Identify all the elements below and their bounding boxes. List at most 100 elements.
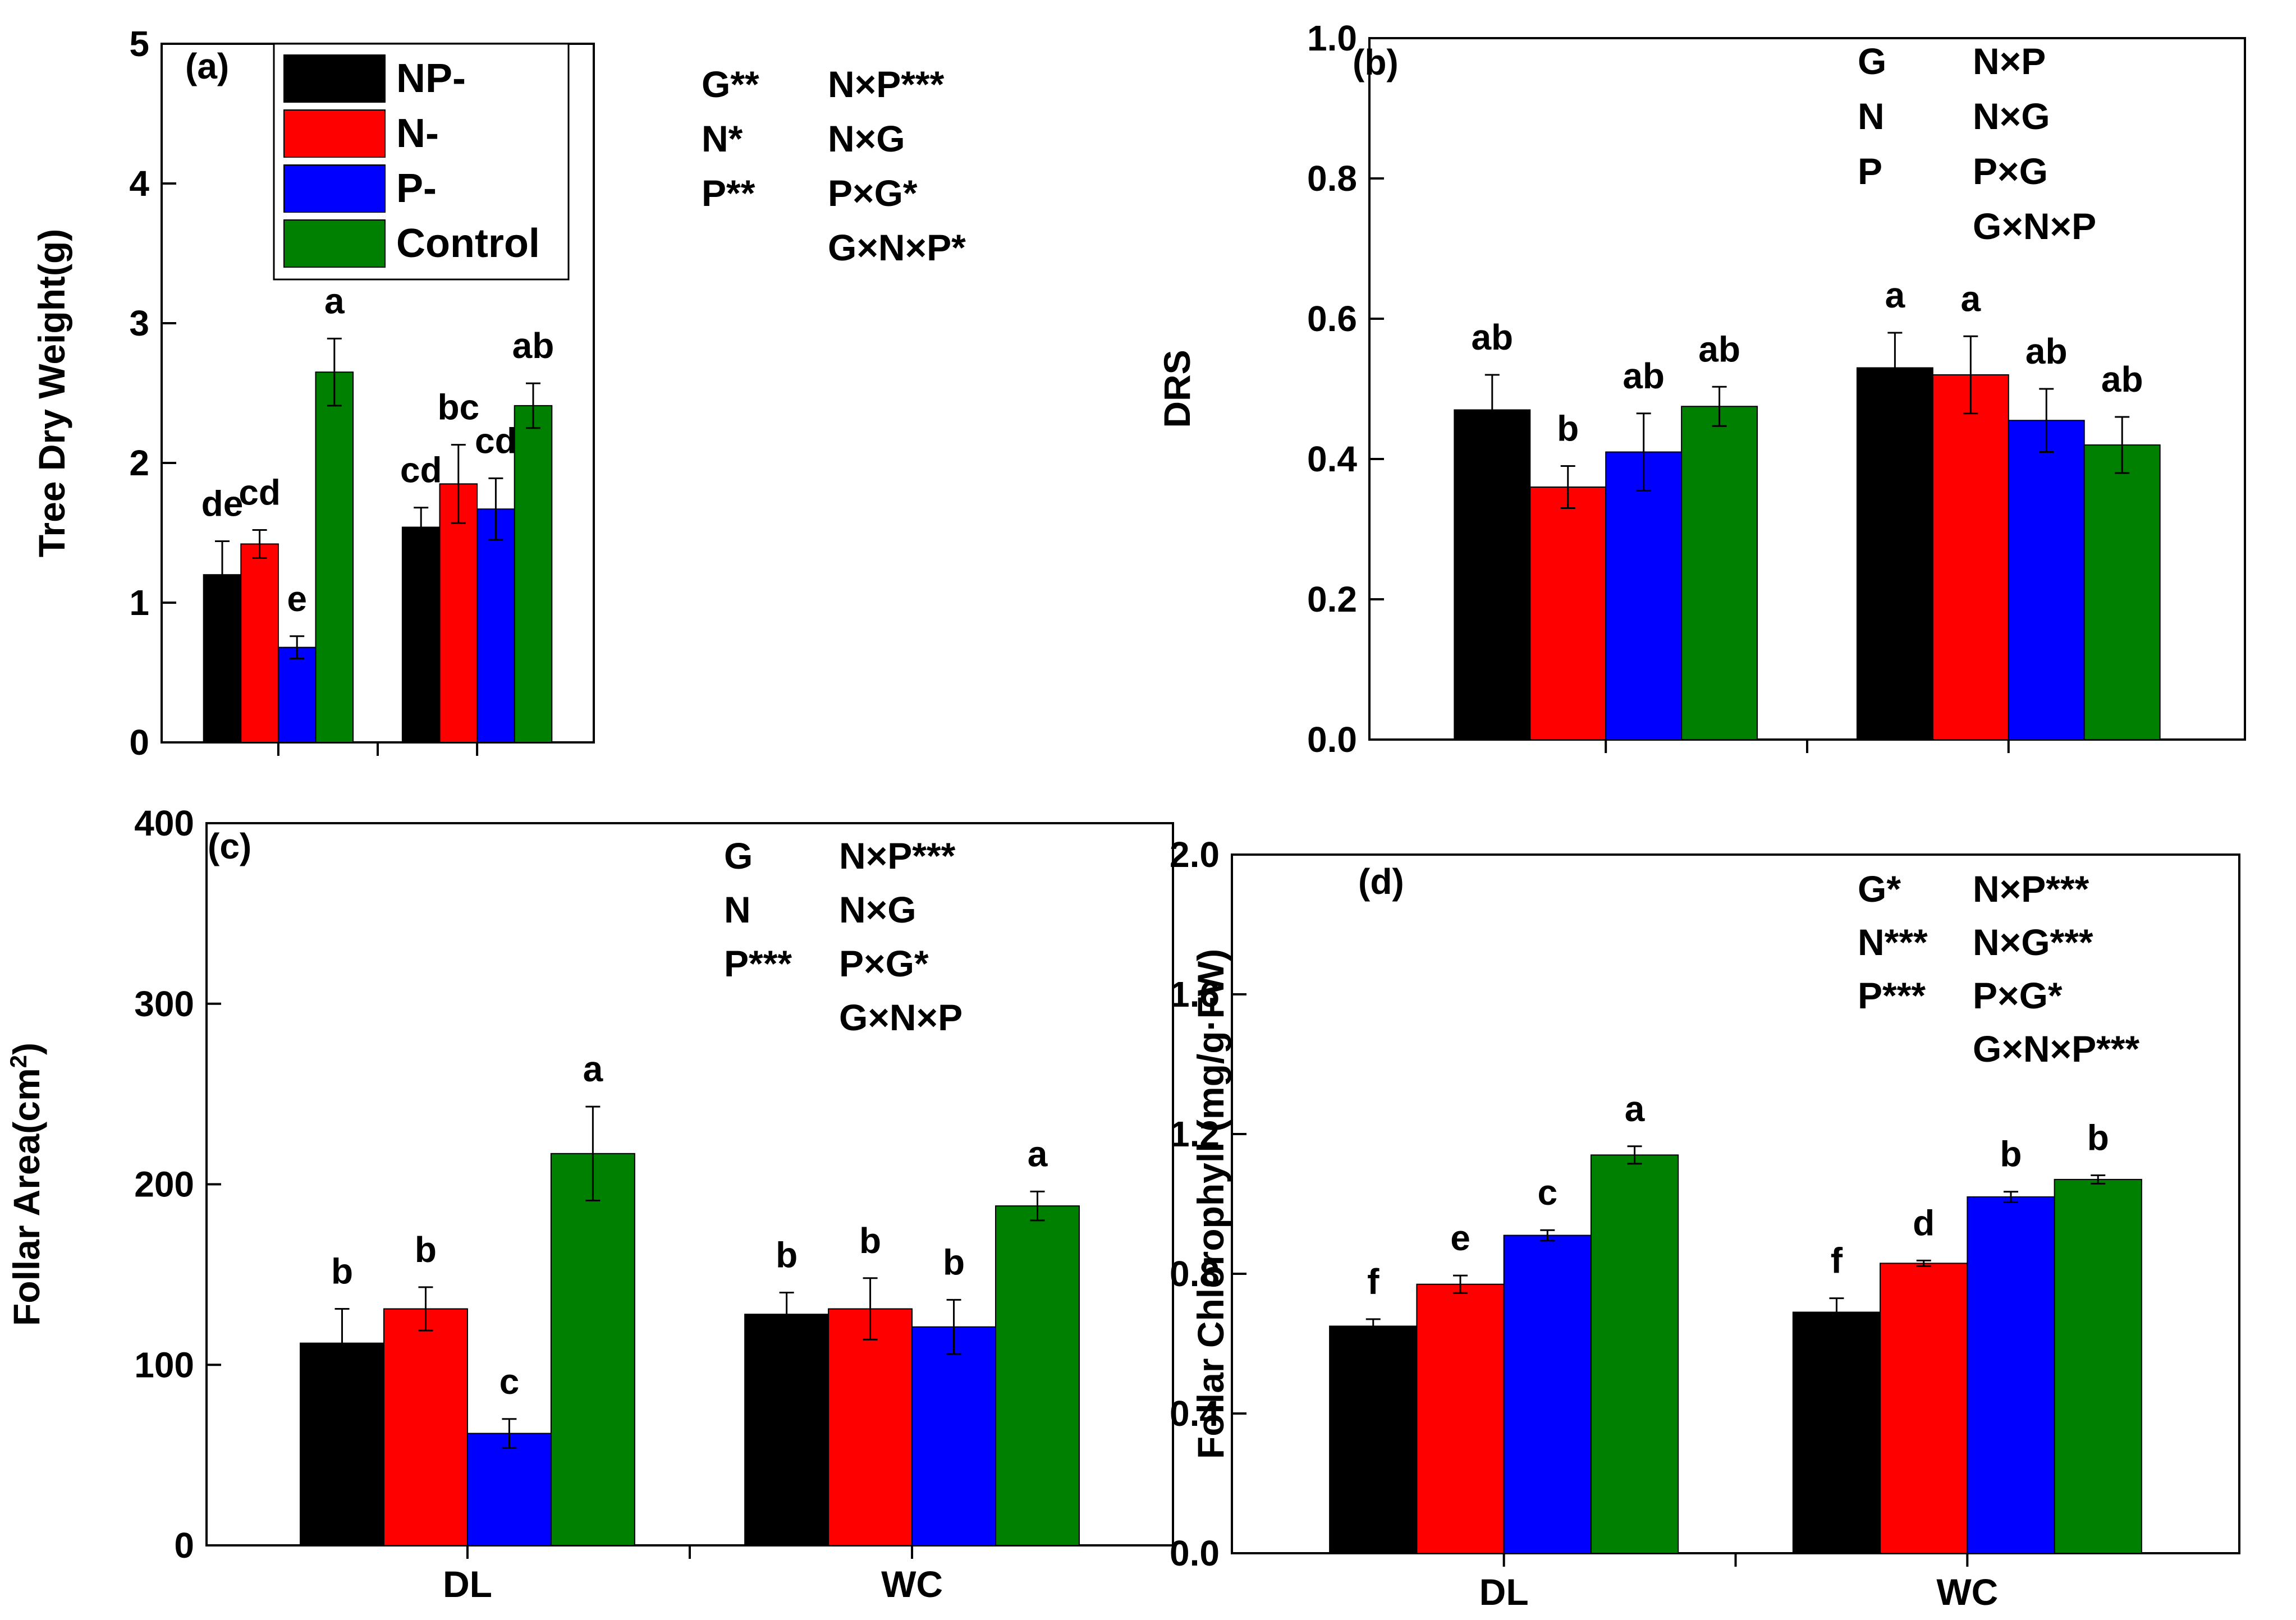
significance-term: G: [1858, 40, 1886, 82]
bar: [828, 1308, 913, 1546]
significance-letter: d: [1913, 1203, 1935, 1243]
significance-term: N×P***: [1973, 868, 2089, 910]
y-tick-label: 0: [129, 722, 149, 763]
legend-label: P-: [396, 166, 437, 211]
y-tick-label: 3: [129, 303, 149, 343]
bar: [1416, 1283, 1505, 1554]
bar: [1454, 409, 1531, 740]
significance-letter: ab: [2025, 331, 2068, 371]
significance-letter: b: [943, 1242, 965, 1282]
significance-term: N: [724, 889, 751, 930]
y-tick-label: 0.0: [1307, 719, 1357, 760]
bar: [1503, 1234, 1592, 1554]
significance-term: N×P***: [828, 63, 945, 105]
significance-letter: a: [324, 281, 345, 321]
bar: [1529, 487, 1607, 740]
panel-label: (b): [1353, 42, 1399, 82]
y-tick-label: 0.8: [1307, 158, 1357, 199]
significance-term: P×G*: [839, 943, 929, 984]
panel-label: (d): [1358, 861, 1404, 902]
legend-label: NP-: [396, 56, 466, 101]
significance-letter: b: [776, 1235, 798, 1275]
significance-term: G**: [702, 63, 759, 105]
bar: [2054, 1178, 2142, 1554]
significance-letter: b: [2000, 1134, 2022, 1174]
legend-swatch: [283, 54, 386, 103]
significance-letter: e: [1450, 1218, 1470, 1258]
y-tick-label: 400: [134, 803, 194, 843]
legend-swatch: [283, 219, 386, 268]
significance-letter: c: [499, 1361, 520, 1402]
y-tick-label: 2: [129, 443, 149, 483]
y-axis-title: DRS: [1156, 350, 1198, 428]
bar: [744, 1314, 830, 1546]
significance-letter: c: [1537, 1172, 1557, 1213]
y-tick-label: 0.8: [1170, 1254, 1220, 1294]
panel-label: (c): [208, 826, 251, 866]
y-tick-label: 0.4: [1307, 439, 1357, 479]
y-tick-label: 0.2: [1307, 579, 1357, 619]
bar: [383, 1308, 468, 1546]
significance-letter: f: [1831, 1241, 1843, 1281]
significance-term: P***: [724, 943, 792, 984]
bar: [277, 646, 317, 744]
significance-term: G×N×P*: [828, 227, 966, 268]
bar: [514, 405, 553, 743]
significance-letter: b: [1557, 409, 1579, 449]
significance-letter: e: [287, 579, 307, 619]
significance-term: N×P***: [839, 835, 956, 876]
significance-term: P: [1858, 150, 1882, 192]
bar: [1880, 1263, 1968, 1554]
bar: [439, 483, 478, 743]
significance-term: N×G: [828, 118, 905, 159]
y-tick-label: 0.0: [1170, 1533, 1220, 1573]
significance-term: N×G: [839, 889, 916, 930]
significance-letter: ab: [512, 325, 554, 366]
bar: [911, 1326, 997, 1546]
significance-letter: cd: [475, 420, 517, 461]
significance-letter: ab: [1471, 317, 1513, 357]
significance-term: P**: [702, 172, 755, 214]
significance-term: G×N×P: [839, 997, 963, 1038]
panel-label: (a): [185, 46, 229, 86]
significance-letter: a: [1885, 275, 1905, 315]
legend-label: Control: [396, 221, 540, 266]
panel-d: 0.0 0.4 0.8 1.2 1.6 2.0 Follar Chlorophyll (mg…: [1170, 834, 2240, 1613]
significance-letter: b: [415, 1229, 437, 1270]
bar: [1792, 1311, 1881, 1554]
bar: [315, 371, 354, 743]
bar: [995, 1205, 1080, 1546]
bar: [476, 508, 515, 743]
y-tick-label: 1.6: [1170, 974, 1220, 1015]
y-tick-label: 200: [134, 1164, 194, 1205]
significance-letter: a: [1625, 1089, 1645, 1129]
x-tick-label: WC: [1936, 1571, 1998, 1613]
x-tick-label: DL: [1479, 1571, 1529, 1613]
significance-letter: de: [201, 483, 244, 524]
y-tick-label: 0.4: [1170, 1393, 1220, 1434]
y-tick-label: 0.6: [1307, 299, 1357, 339]
significance-letter: a: [1961, 278, 1981, 319]
bar: [1932, 374, 2009, 740]
significance-letter: cd: [239, 472, 281, 513]
significance-term: G×N×P: [1973, 205, 2096, 247]
significance-letter: b: [859, 1220, 881, 1261]
significance-letter: f: [1367, 1261, 1380, 1302]
x-tick-label: DL: [443, 1563, 492, 1605]
y-tick-label: 1.0: [1307, 18, 1357, 58]
bar: [550, 1153, 635, 1546]
y-tick-label: 0: [174, 1525, 194, 1566]
y-tick-label: 300: [134, 984, 194, 1024]
bar: [2083, 444, 2161, 740]
significance-term: N×P: [1973, 40, 2046, 82]
y-tick-label: 1.2: [1170, 1114, 1220, 1154]
bar: [1329, 1325, 1418, 1554]
legend: NP- N- P- Control: [273, 43, 570, 281]
bar: [1967, 1196, 2055, 1554]
legend-label: N-: [396, 111, 439, 156]
y-axis-title: Tree Dry Weight(g): [31, 229, 72, 558]
bar: [466, 1433, 552, 1546]
